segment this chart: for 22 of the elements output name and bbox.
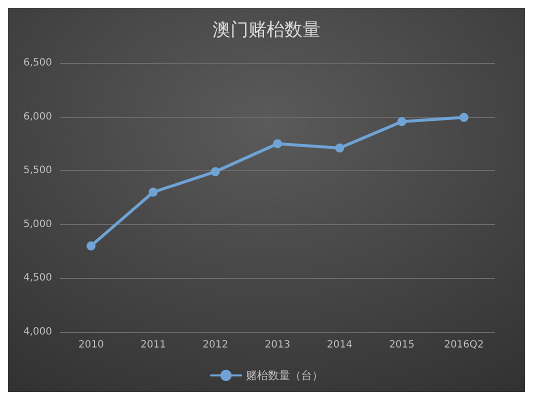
y-tick-label: 5,500 bbox=[23, 165, 52, 176]
y-tick-label: 4,000 bbox=[23, 326, 52, 338]
point bbox=[86, 241, 96, 250]
point bbox=[335, 144, 344, 152]
point bbox=[459, 112, 468, 122]
chart-title: 澳门赌枱数量 bbox=[212, 20, 320, 40]
x-tick-label: 2012 bbox=[202, 340, 228, 350]
y-tick-label: 5,000 bbox=[23, 218, 52, 230]
x-tick-label: 2011 bbox=[140, 340, 166, 350]
x-tick-label: 2016Q2 bbox=[444, 340, 484, 350]
y-tick-label: 4,500 bbox=[23, 272, 52, 284]
point bbox=[210, 167, 220, 176]
x-tick-label: 2013 bbox=[264, 340, 290, 350]
legend-label: 赌枱数量（台） bbox=[246, 368, 323, 382]
x-tick-label: 2015 bbox=[389, 340, 415, 350]
y-tick-label: 6,500 bbox=[23, 58, 52, 68]
point bbox=[148, 188, 158, 197]
point bbox=[273, 139, 282, 148]
x-tick-label: 2010 bbox=[78, 340, 104, 350]
x-tick-label: 2014 bbox=[326, 340, 352, 350]
y-tick-label: 6,000 bbox=[23, 111, 52, 122]
point bbox=[397, 117, 406, 126]
